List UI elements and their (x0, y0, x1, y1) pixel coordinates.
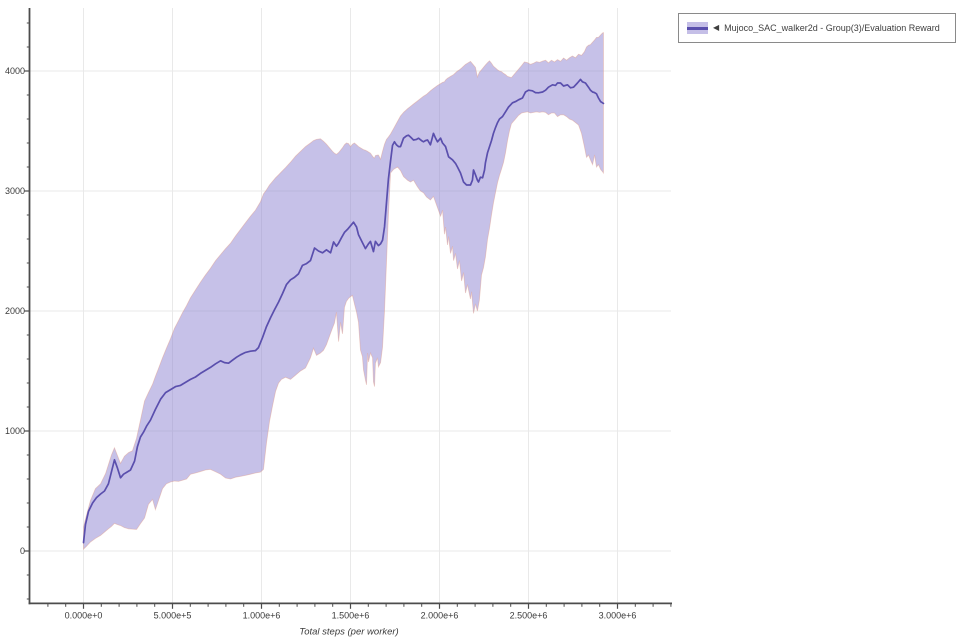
y-tick-label: 4000 (5, 66, 25, 76)
y-tick-label: 1000 (5, 426, 25, 436)
legend-series-label: Mujoco_SAC_walker2d - Group(3)/Evaluatio… (724, 23, 940, 33)
x-tick-label: 3.000e+6 (599, 611, 637, 621)
y-tick-label: 2000 (5, 306, 25, 316)
y-tick-label: 3000 (5, 186, 25, 196)
x-tick-label: 2.500e+6 (510, 611, 548, 621)
x-tick-label: 2.000e+6 (421, 611, 459, 621)
plot-area: 0.000e+0 5.000e+5 1.000e+6 1.500e+6 2.000e+6… (5, 8, 672, 621)
confidence-band (83, 32, 604, 551)
x-tick-label: 1.500e+6 (332, 611, 370, 621)
x-tick-label: 1.000e+6 (243, 611, 281, 621)
legend-swatch-icon (687, 22, 708, 34)
x-tick-label: 5.000e+5 (154, 611, 192, 621)
x-tick-label: 0.000e+0 (65, 611, 103, 621)
y-tick-label: 0 (20, 546, 25, 556)
legend[interactable]: ◀ Mujoco_SAC_walker2d - Group(3)/Evaluat… (678, 13, 956, 43)
mean-line (82, 78, 605, 544)
series-collapse-icon: ◀ (713, 23, 720, 32)
legend-swatch-line-icon (687, 27, 708, 30)
x-axis-title: Total steps (per worker) (299, 627, 398, 638)
